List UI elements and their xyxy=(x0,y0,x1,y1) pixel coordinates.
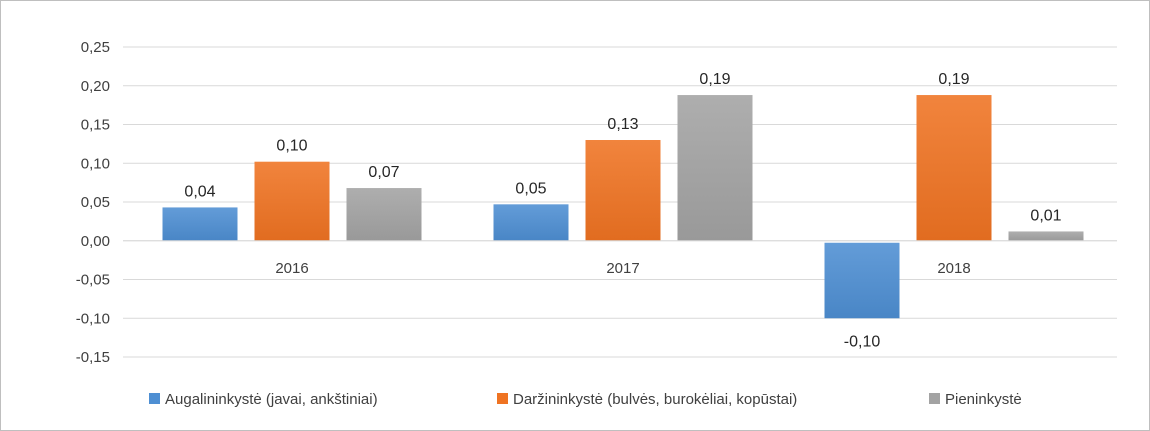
data-labels: 0,04 0,05 -0,10 0,10 0,13 0,19 0,07 0,19 0,01 xyxy=(184,71,1061,350)
data-label: 0,13 xyxy=(607,116,638,133)
bar xyxy=(916,95,992,241)
y-tick-label: 0,00 xyxy=(81,233,110,250)
data-label: 0,05 xyxy=(515,180,546,197)
bar xyxy=(346,188,422,241)
bar xyxy=(1008,231,1084,241)
legend-swatch xyxy=(149,393,160,404)
legend-label: Pieninkystė xyxy=(945,391,1022,408)
bar xyxy=(824,242,900,319)
legend-label: Augalininkystė (javai, ankštiniai) xyxy=(165,391,378,408)
y-tick-label: -0,10 xyxy=(76,310,110,327)
data-label: 0,19 xyxy=(699,71,730,88)
data-label: 0,19 xyxy=(938,71,969,88)
y-tick-label: 0,25 xyxy=(81,39,110,56)
data-label: 0,10 xyxy=(276,138,307,155)
bar xyxy=(162,207,238,241)
y-tick-label: 0,15 xyxy=(81,117,110,134)
bar xyxy=(254,161,330,241)
legend-swatch xyxy=(497,393,508,404)
category-label: 2016 xyxy=(275,260,308,277)
data-label: 0,07 xyxy=(368,164,399,181)
y-tick-label: -0,15 xyxy=(76,349,110,366)
bar xyxy=(493,204,569,241)
legend: Augalininkystė (javai, ankštiniai) Daržin… xyxy=(149,391,1022,408)
data-label: 0,01 xyxy=(1030,207,1061,224)
bars xyxy=(162,95,1084,319)
category-labels: 2016 2017 2018 xyxy=(275,260,970,277)
category-label: 2018 xyxy=(937,260,970,277)
y-tick-label: 0,05 xyxy=(81,194,110,211)
data-label: -0,10 xyxy=(844,333,881,350)
y-tick-label: -0,05 xyxy=(76,272,110,289)
bar xyxy=(677,95,753,241)
legend-label: Daržininkystė (bulvės, burokėliai, kopūs… xyxy=(513,391,797,408)
y-axis-tick-labels: 0,25 0,20 0,15 0,10 0,05 0,00 -0,05 -0,10 -0,15 xyxy=(76,39,110,366)
bar xyxy=(585,140,661,241)
y-tick-label: 0,20 xyxy=(81,78,110,95)
category-label: 2017 xyxy=(606,260,639,277)
legend-swatch xyxy=(929,393,940,404)
y-tick-label: 0,10 xyxy=(81,155,110,172)
data-label: 0,04 xyxy=(184,183,215,200)
